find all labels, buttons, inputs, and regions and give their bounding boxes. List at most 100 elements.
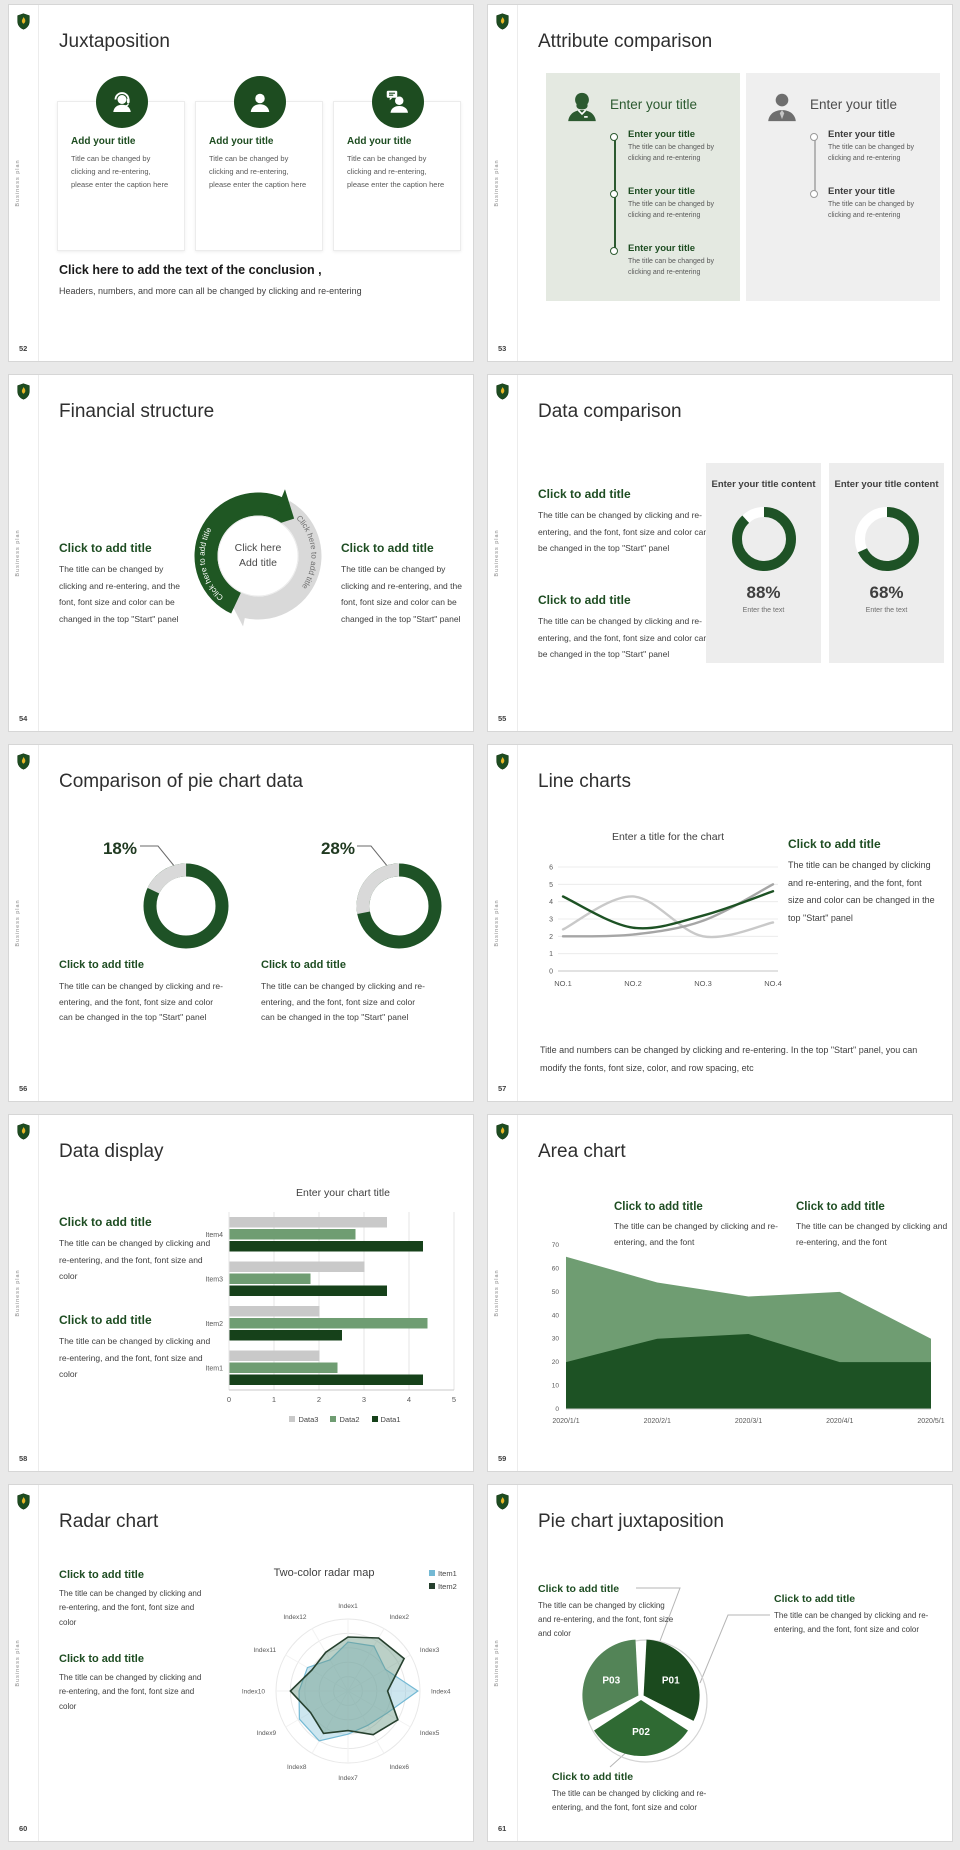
radar-chart: Index1 Index2 Index3 Index4 Index5 Index6 Inde… <box>242 1603 451 1782</box>
slide-61[interactable]: Business plan 61 Pie chart juxtaposition… <box>487 1484 953 1842</box>
text-block-body: The title can be changed by clicking and… <box>261 981 425 1023</box>
slide-57[interactable]: Business plan 57 Line charts Enter a tit… <box>487 744 953 1102</box>
timeline-dot <box>610 190 618 198</box>
svg-text:1: 1 <box>549 951 553 958</box>
slide-title: Area chart <box>538 1141 626 1162</box>
text-block-body: The title can be changed by clicking and… <box>59 1673 202 1711</box>
sidebar-vertical-text: Business plan <box>494 159 500 207</box>
slide-53[interactable]: Business plan 53 Attribute comparison En… <box>487 4 953 362</box>
support-agent-icon <box>96 76 148 128</box>
timeline-item: Enter your title The title can be change… <box>628 186 715 220</box>
donut-chart-18 <box>143 863 229 949</box>
line-chart: 0 1 2 3 4 5 6 NO.1 NO.2 NO.3 NO.4 <box>549 865 782 989</box>
svg-text:Item2: Item2 <box>205 1321 223 1328</box>
slide-55[interactable]: Business plan 55 Data comparison Click t… <box>487 374 953 732</box>
chart-title: Two-color radar map <box>273 1567 375 1579</box>
chart-legend: Data3 Data2 Data1 <box>231 1415 459 1424</box>
timeline-dot <box>610 133 618 141</box>
svg-text:Index8: Index8 <box>287 1764 307 1771</box>
svg-text:5: 5 <box>549 882 553 889</box>
svg-text:30: 30 <box>552 1336 560 1343</box>
person-icon <box>234 76 286 128</box>
sidebar-vertical-text: Business plan <box>494 899 500 947</box>
svg-text:NO.4: NO.4 <box>764 979 782 988</box>
timeline-item: Enter your title The title can be change… <box>828 129 915 163</box>
text-block-title: Click to add title <box>538 487 631 501</box>
legend-item: Data1 <box>371 1415 401 1424</box>
slide-title: Data display <box>59 1141 164 1162</box>
slide-side-strip: Business plan 60 <box>9 1485 39 1841</box>
chart-legend: Item1 Item2 <box>429 1569 457 1595</box>
svg-text:Index3: Index3 <box>420 1647 440 1654</box>
kpi-card: Enter your title content 88% Enter the t… <box>706 463 821 663</box>
slide-52[interactable]: Business plan 52 Juxtaposition Add your … <box>8 4 474 362</box>
page-number: 56 <box>19 1084 28 1093</box>
slide-58[interactable]: Business plan 58 Data display Click to a… <box>8 1114 474 1472</box>
text-block-title: Click to add title <box>59 1215 152 1229</box>
svg-text:3: 3 <box>549 917 553 924</box>
conclusion-title: Click here to add the text of the conclu… <box>59 263 322 277</box>
page-number: 53 <box>498 344 507 353</box>
text-block-body: The title can be changed by clicking and… <box>538 510 709 554</box>
slide-59[interactable]: Business plan 59 Area chart Click to add… <box>487 1114 953 1472</box>
slide-54[interactable]: Business plan 54 Financial structure Cli… <box>8 374 474 732</box>
text-block-body: The title can be changed by clicking and… <box>538 1601 674 1638</box>
slide-side-strip: Business plan 58 <box>9 1115 39 1471</box>
slide-title: Line charts <box>538 771 631 792</box>
svg-text:10: 10 <box>552 1383 560 1390</box>
svg-text:P02: P02 <box>632 1727 650 1738</box>
svg-text:Index9: Index9 <box>257 1730 277 1737</box>
kpi-card: Enter your title content 68% Enter the t… <box>829 463 944 663</box>
svg-text:NO.3: NO.3 <box>694 979 712 988</box>
bar-chart: 0 1 2 3 4 5 Item1 Item2 Item3 Item4 <box>205 1212 456 1404</box>
slide-title: Comparison of pie chart data <box>59 771 303 792</box>
svg-text:Item4: Item4 <box>205 1232 223 1239</box>
slide-60[interactable]: Business plan 60 Radar chart Click to ad… <box>8 1484 474 1842</box>
slide-title: Attribute comparison <box>538 31 713 52</box>
text-block-title: Click to add title <box>341 541 434 555</box>
svg-text:Index6: Index6 <box>390 1764 410 1771</box>
text-block-title: Click to add title <box>59 1569 144 1581</box>
text-block-title: Click to add title <box>59 1653 144 1665</box>
page-number: 60 <box>19 1824 28 1833</box>
brand-logo-icon <box>17 753 31 771</box>
text-block-title: Click to add title <box>788 837 881 851</box>
panel-header: Enter your title <box>810 97 898 112</box>
text-block-title: Click to add title <box>261 959 346 971</box>
card-caption: Title can be changed by clicking and re-… <box>347 154 445 189</box>
brand-logo-icon <box>496 13 510 31</box>
cycle-center-text: Click here Add title <box>234 542 282 569</box>
page-number: 54 <box>19 714 28 723</box>
chart-title: Enter your chart title <box>296 1187 390 1199</box>
sidebar-vertical-text: Business plan <box>15 529 21 577</box>
svg-text:2020/5/1: 2020/5/1 <box>917 1418 944 1425</box>
conclusion-body: Headers, numbers, and more can all be ch… <box>59 286 362 296</box>
timeline-item: Enter your title The title can be change… <box>628 129 715 163</box>
text-block-title: Click to add title <box>538 1583 620 1595</box>
svg-text:Index11: Index11 <box>253 1647 276 1654</box>
page-number: 55 <box>498 714 507 723</box>
svg-text:Index7: Index7 <box>338 1775 358 1782</box>
svg-text:Index4: Index4 <box>431 1689 451 1696</box>
brand-logo-icon <box>496 753 510 771</box>
svg-text:NO.1: NO.1 <box>554 979 572 988</box>
svg-text:0: 0 <box>227 1395 231 1404</box>
timeline-item: Enter your title The title can be change… <box>628 243 715 277</box>
svg-text:2020/4/1: 2020/4/1 <box>826 1418 853 1425</box>
pie-chart: P01 P02 P03 <box>582 1639 708 1763</box>
svg-text:Item1: Item1 <box>205 1365 223 1372</box>
sidebar-vertical-text: Business plan <box>15 159 21 207</box>
page-number: 61 <box>498 1824 507 1833</box>
feature-card: Add your title Title can be changed by c… <box>333 76 461 251</box>
kpi-card-header: Enter your title content <box>711 479 816 490</box>
svg-text:0: 0 <box>555 1406 559 1413</box>
sidebar-vertical-text: Business plan <box>15 1269 21 1317</box>
slide-56[interactable]: Business plan 56 Comparison of pie chart… <box>8 744 474 1102</box>
text-block-title: Click to add title <box>774 1593 856 1605</box>
chart-title: Enter a title for the chart <box>611 831 725 843</box>
area-chart: 0 10 20 30 40 50 60 70 2020/1/1 2020/2/1 2020/3/1 2… <box>552 1242 945 1425</box>
text-block-body: The title can be changed by clicking and… <box>788 860 935 923</box>
svg-text:60: 60 <box>552 1265 560 1272</box>
svg-text:50: 50 <box>552 1289 560 1296</box>
svg-text:Index12: Index12 <box>283 1614 307 1621</box>
